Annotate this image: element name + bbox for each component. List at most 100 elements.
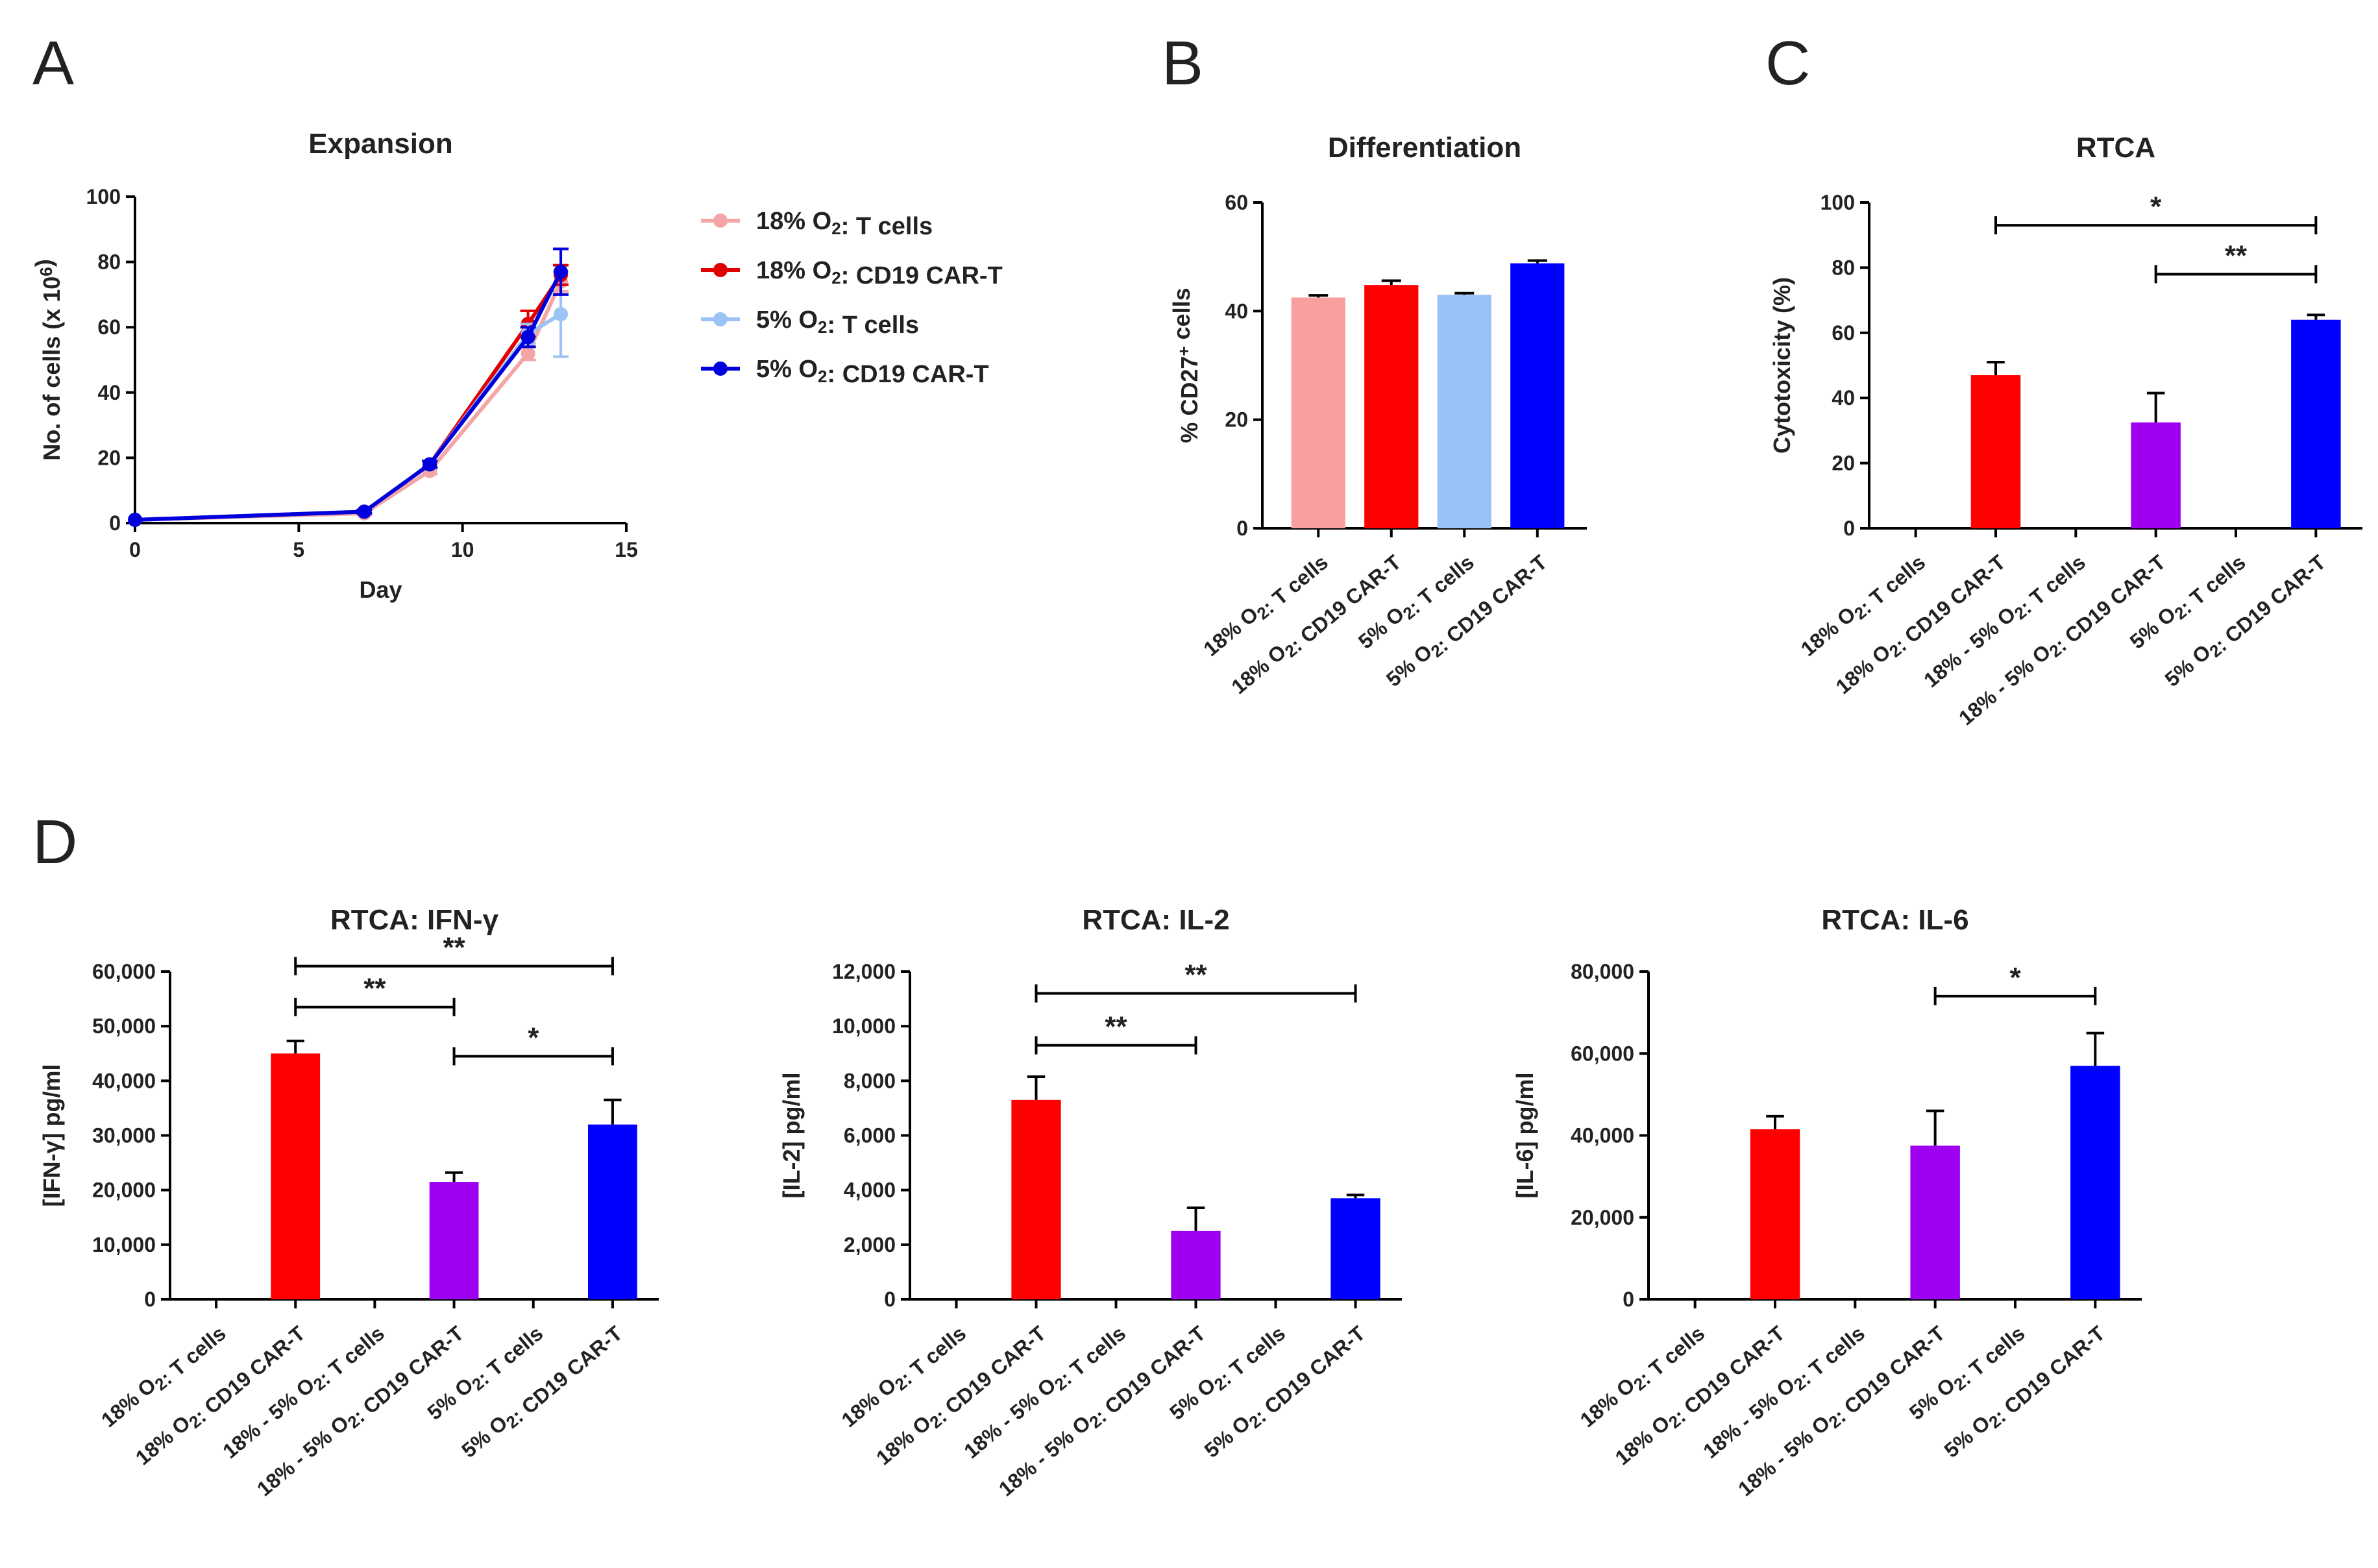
y-tick-label: 60,000	[92, 960, 156, 983]
y-tick-label: 40	[1832, 386, 1855, 410]
y-tick-label: 80,000	[1571, 960, 1634, 983]
chart-title: RTCA: IFN-γ	[330, 904, 499, 936]
significance-label: *	[2150, 191, 2162, 223]
data-point	[554, 307, 569, 322]
y-tick-label: 80	[97, 251, 121, 274]
data-point	[521, 330, 535, 345]
y-tick-label: 50,000	[92, 1014, 156, 1038]
y-tick-label: 12,000	[832, 960, 896, 983]
y-tick-label: 0	[1623, 1288, 1634, 1311]
bar-18-o2-t-cells	[1291, 297, 1345, 528]
bar-18-o2-cd19-car-t	[271, 1053, 321, 1299]
y-axis-label: No. of cells (x 106)	[31, 259, 65, 461]
y-tick-label: 100	[86, 185, 121, 208]
chart-title: RTCA	[2076, 132, 2155, 164]
y-axis-label: [IL-6] pg/ml	[1512, 1073, 1538, 1199]
legend-swatch-marker	[713, 214, 728, 228]
y-tick-label: 20	[1832, 452, 1855, 475]
x-tick-label: 15	[615, 538, 638, 561]
y-tick-label: 0	[884, 1288, 896, 1311]
y-tick-label: 0	[1236, 517, 1248, 540]
significance-label: **	[363, 973, 386, 1005]
chart-title: Expansion	[308, 128, 453, 160]
y-tick-label: 8,000	[844, 1069, 896, 1092]
y-tick-label: 10,000	[92, 1233, 156, 1256]
bar-5-o2-cd19-car-t	[2291, 319, 2341, 528]
x-axis-label: Day	[359, 576, 402, 603]
y-tick-label: 0	[109, 511, 121, 535]
x-tick-label: 10	[451, 538, 474, 561]
y-tick-label: 40	[97, 381, 121, 404]
y-tick-label: 30,000	[92, 1124, 156, 1147]
bar-5-o2-cd19-car-t	[2070, 1066, 2120, 1299]
y-axis-label: Cytotoxicity (%)	[1769, 277, 1795, 454]
legend-swatch-marker	[713, 263, 728, 277]
bar-18-5-o2-cd19-car-t	[1171, 1231, 1221, 1299]
data-point	[128, 512, 142, 527]
y-tick-label: 0	[144, 1288, 156, 1311]
significance-label: *	[2009, 962, 2021, 994]
data-point	[357, 504, 372, 519]
y-tick-label: 20,000	[1571, 1206, 1634, 1229]
y-tick-label: 2,000	[844, 1233, 896, 1256]
y-axis-label: [IFN-γ] pg/ml	[38, 1064, 65, 1207]
y-tick-label: 60	[1832, 321, 1855, 345]
significance-label: **	[1184, 959, 1207, 991]
y-tick-label: 40,000	[1571, 1124, 1634, 1147]
bar-18-5-o2-cd19-car-t	[2131, 422, 2181, 528]
y-tick-label: 20,000	[92, 1179, 156, 1202]
panel-label-b: B	[1162, 29, 1203, 98]
bar-18-5-o2-cd19-car-t	[1910, 1145, 1960, 1299]
legend-item-18-o2-cd19-car-t: 18% O2: CD19 CAR-T	[756, 257, 1003, 289]
bar-5-o2-cd19-car-t	[588, 1124, 637, 1299]
y-tick-label: 20	[1225, 408, 1248, 432]
significance-label: **	[2225, 239, 2248, 271]
bar-18-5-o2-cd19-car-t	[429, 1182, 479, 1299]
y-tick-label: 6,000	[844, 1124, 896, 1147]
bar-5-o2-cd19-car-t	[1510, 263, 1565, 528]
y-axis-label: % CD27+ cells	[1168, 288, 1203, 443]
bar-5-o2-cd19-car-t	[1330, 1198, 1380, 1299]
y-tick-label: 60	[1225, 191, 1248, 214]
y-tick-label: 40,000	[92, 1069, 156, 1092]
panel-label-c: C	[1765, 29, 1810, 98]
chart-title: RTCA: IL-6	[1821, 904, 1968, 936]
x-tick-label: 0	[129, 538, 141, 561]
data-point	[521, 346, 535, 361]
y-tick-label: 40	[1225, 299, 1248, 323]
bar-18-o2-cd19-car-t	[1364, 285, 1419, 528]
bar-18-o2-cd19-car-t	[1750, 1129, 1800, 1299]
legend-item-5-o2-cd19-car-t: 5% O2: CD19 CAR-T	[756, 356, 989, 388]
bar-5-o2-t-cells	[1437, 295, 1491, 528]
data-point	[554, 264, 569, 279]
y-tick-label: 10,000	[832, 1014, 896, 1038]
y-tick-label: 80	[1832, 256, 1855, 279]
data-point	[423, 457, 437, 472]
panel-label-d: D	[32, 807, 77, 877]
legend-swatch-marker	[713, 361, 728, 376]
y-tick-label: 60	[97, 315, 121, 339]
chart-title: Differentiation	[1328, 132, 1521, 164]
legend: 18% O2: T cells 18% O2: CD19 CAR-T 5% O2: …	[701, 208, 1003, 388]
y-axis-label: [IL-2] pg/ml	[778, 1073, 805, 1199]
x-tick-label: 5	[293, 538, 304, 561]
significance-label: **	[1105, 1011, 1127, 1043]
legend-item-5-o2-t-cells: 5% O2: T cells	[756, 306, 919, 339]
y-tick-label: 20	[97, 446, 121, 469]
y-tick-label: 4,000	[844, 1179, 896, 1202]
legend-item-18-o2-t-cells: 18% O2: T cells	[756, 208, 933, 240]
y-tick-label: 100	[1820, 191, 1855, 214]
y-tick-label: 0	[1843, 517, 1855, 540]
bar-18-o2-cd19-car-t	[1011, 1099, 1061, 1299]
panel-label-a: A	[32, 29, 74, 98]
chart-title: RTCA: IL-2	[1082, 904, 1229, 936]
legend-swatch-marker	[713, 312, 728, 326]
bar-18-o2-cd19-car-t	[1970, 375, 2021, 528]
y-tick-label: 60,000	[1571, 1042, 1634, 1065]
significance-label: **	[443, 932, 465, 964]
significance-label: *	[528, 1022, 539, 1053]
series-5-o2-cd19-car-t	[128, 247, 569, 527]
